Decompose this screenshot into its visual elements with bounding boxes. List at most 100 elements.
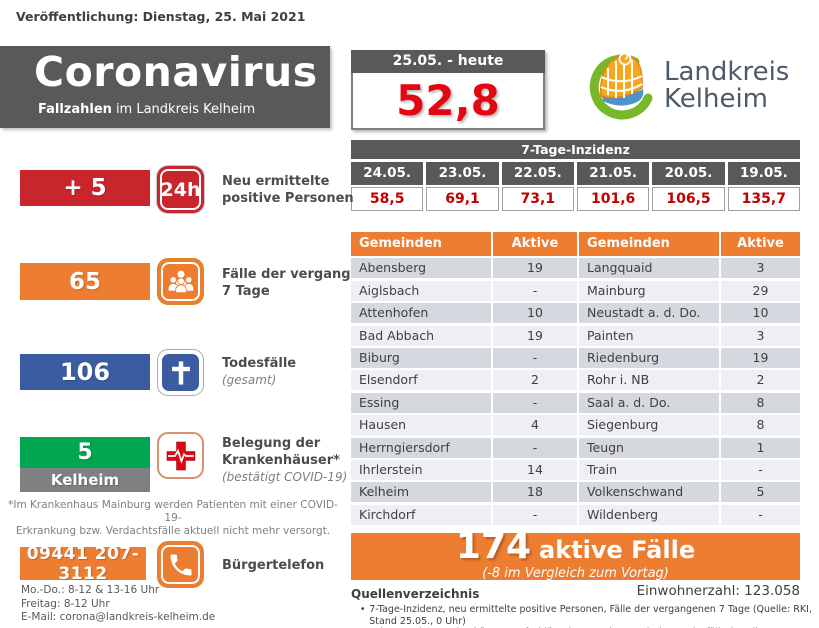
table-row: Hausen 4 Siegenburg 8 — [351, 415, 800, 436]
logo-text: Landkreis Kelheim — [664, 56, 790, 114]
gemeinde-name: Train — [579, 459, 719, 480]
gemeinde-name: Attenhofen — [351, 303, 491, 324]
memorial-cross-icon — [157, 349, 204, 396]
gemeinde-name: Bad Abbach — [351, 325, 491, 346]
subtitle-rest: im Landkreis Kelheim — [115, 102, 256, 117]
bullet-icon: • — [359, 604, 366, 615]
hospital-label-line1: Belegung der — [222, 436, 321, 451]
subtitle-bold: Fallzahlen — [38, 102, 112, 117]
deaths-label-text: Todesfälle — [222, 356, 297, 371]
gemeinde-name: Elsendorf — [351, 370, 491, 391]
gemeinde-cases: 19 — [493, 258, 577, 279]
gemeinde-name: Herrngiersdorf — [351, 437, 491, 458]
source-text: 7-Tage-Inzidenz, neu ermittelte positive… — [369, 604, 812, 627]
table-row: Abensberg 19 Langquaid 3 — [351, 258, 800, 279]
gemeinde-cases: 5 — [721, 482, 800, 503]
incidence-date: 22.05. — [501, 162, 574, 185]
gemeinde-name: Abensberg — [351, 258, 491, 279]
phone-hours-line2: Freitag: 8-12 Uhr — [21, 597, 110, 610]
current-incidence-card: 25.05. - heute 52,8 — [351, 50, 545, 130]
incidence-history-title: 7-Tage-Inzidenz — [351, 140, 800, 159]
memorial-cross-inner — [162, 354, 199, 391]
population-count: Einwohnerzahl: 123.058 — [636, 583, 800, 599]
sources-title: Quellenverzeichnis — [351, 587, 480, 601]
gemeinde-name: Langquaid — [579, 258, 719, 279]
gemeinde-name: Riedenburg — [579, 347, 719, 368]
sources-list: • 7-Tage-Inzidenz, neu ermittelte positi… — [356, 604, 819, 628]
gemeinde-cases: 2 — [721, 370, 800, 391]
hospital-label-line2: Krankenhäuser* — [222, 453, 340, 468]
gemeinde-cases: 1 — [721, 437, 800, 458]
table-row: Biburg - Riedenburg 19 — [351, 347, 800, 368]
active-cases-banner: 174 aktive Fälle (-8 im Vergleich zum Vor… — [351, 529, 800, 581]
gemeinde-name: Aiglsbach — [351, 280, 491, 301]
gemeinde-cases: 19 — [721, 347, 800, 368]
week-cases-label-line2: 7 Tage — [222, 284, 270, 299]
incidence-date: 24.05. — [351, 162, 424, 185]
contact-email: E-Mail: corona@landkreis-kelheim.de — [21, 611, 216, 623]
logo-line2: Kelheim — [664, 84, 768, 114]
table-row: Herrngiersdorf - Teugn 1 — [351, 437, 800, 458]
gemeinde-name: Kelheim — [351, 482, 491, 503]
gemeinde-name: Kirchdorf — [351, 504, 491, 525]
gemeinde-name: Saal a. d. Do. — [579, 392, 719, 413]
gemeinde-cases: 3 — [721, 258, 800, 279]
gemeinde-cases: - — [493, 280, 577, 301]
hospital-label: Belegung der Krankenhäuser* (bestätigt C… — [222, 435, 347, 486]
col-header-aktive-faelle: Aktive Fälle — [493, 232, 577, 275]
gemeinde-name: Essing — [351, 392, 491, 413]
new-cases-label: Neu ermittelte positive Personen — [222, 173, 354, 207]
active-cases-line: 174 aktive Fälle — [456, 529, 696, 568]
hospital-value: 5 — [20, 437, 150, 468]
active-cases-delta: (-8 im Vergleich zum Vortag) — [482, 566, 669, 581]
24h-icon-label: 24h — [160, 178, 201, 201]
new-cases-label-line2: positive Personen — [222, 191, 354, 206]
hospital-footnote-line2: Erkrankung bzw. Verdachtsfälle aktuell n… — [15, 525, 331, 537]
incidence-value: 73,1 — [501, 187, 574, 211]
active-cases-label: aktive Fälle — [539, 536, 696, 564]
deaths-label: Todesfälle (gesamt) — [222, 355, 296, 389]
gemeinde-cases: 3 — [721, 325, 800, 346]
table-row: Aiglsbach - Mainburg 29 — [351, 280, 800, 301]
incidence-date: 23.05. — [426, 162, 499, 185]
page-title: Coronavirus — [34, 48, 318, 96]
table-row: Essing - Saal a. d. Do. 8 — [351, 392, 800, 413]
deaths-sublabel: (gesamt) — [222, 373, 277, 387]
gemeinde-name: Teugn — [579, 437, 719, 458]
deaths-value: 106 — [20, 354, 150, 390]
col-header-gemeinden: Gemeinden — [351, 232, 491, 256]
source-item: • 7-Tage-Inzidenz, neu ermittelte positi… — [356, 604, 819, 627]
gemeinde-cases: - — [493, 437, 577, 458]
kelheim-logo-icon — [589, 52, 653, 120]
gemeinde-name: Painten — [579, 325, 719, 346]
incidence-dates-row: 24.05. 23.05. 22.05. 21.05. 20.05. 19.05… — [351, 162, 800, 185]
active-cases-value: 174 — [455, 526, 532, 567]
gemeinde-cases: 14 — [493, 459, 577, 480]
phone-number: 09441 207-3112 — [20, 544, 146, 584]
phone-icon — [157, 541, 204, 588]
page-subtitle: Fallzahlen im Landkreis Kelheim — [38, 102, 255, 117]
gemeinde-name: Biburg — [351, 347, 491, 368]
hospital-footnote-line1: *Im Krankenhaus Mainburg werden Patiente… — [8, 499, 338, 524]
table-row: Ihrlerstein 14 Train - — [351, 459, 800, 480]
incidence-value: 58,5 — [351, 187, 424, 211]
gemeinde-cases: - — [493, 347, 577, 368]
logo-line1: Landkreis — [664, 56, 790, 87]
gemeinde-cases: - — [721, 459, 800, 480]
medical-cross-icon — [157, 432, 204, 479]
gemeinde-cases: 10 — [493, 303, 577, 324]
publication-date: Veröffentlichung: Dienstag, 25. Mai 2021 — [16, 9, 306, 24]
gemeinde-name: Wildenberg — [579, 504, 719, 525]
24h-icon: 24h — [157, 166, 204, 213]
gemeinde-cases: 4 — [493, 415, 577, 436]
gemeinde-cases: 2 — [493, 370, 577, 391]
new-cases-value: + 5 — [20, 170, 150, 206]
incidence-history-table: 24.05. 23.05. 22.05. 21.05. 20.05. 19.05… — [351, 162, 800, 211]
week-cases-value: 65 — [20, 263, 150, 300]
gemeinde-name: Mainburg — [579, 280, 719, 301]
current-incidence-label: 25.05. - heute — [351, 50, 545, 73]
incidence-value: 135,7 — [727, 187, 800, 211]
incidence-date: 20.05. — [652, 162, 725, 185]
gemeinde-name: Siegenburg — [579, 415, 719, 436]
